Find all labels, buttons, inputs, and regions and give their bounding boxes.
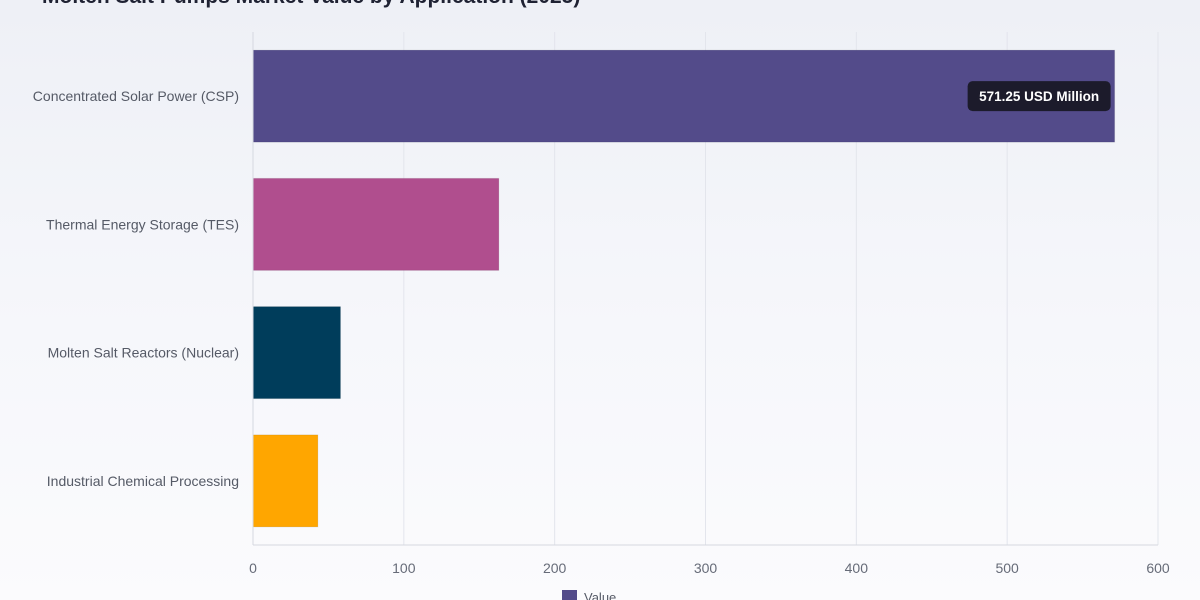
x-tick-label: 100	[392, 560, 416, 576]
x-tick-label: 0	[249, 560, 257, 576]
axes: 0 100 200 300 400 500 600	[249, 32, 1170, 576]
legend: Value	[562, 590, 616, 600]
category-label: Concentrated Solar Power (CSP)	[33, 88, 239, 104]
chart-title: Molten Salt Pumps Market Value by Applic…	[42, 0, 580, 8]
bar	[252, 434, 319, 528]
x-tick-label: 200	[543, 560, 567, 576]
tooltip: 571.25 USD Million	[967, 81, 1111, 112]
legend-label: Value	[584, 590, 616, 600]
bar	[252, 306, 341, 400]
category-label: Industrial Chemical Processing	[47, 473, 239, 489]
x-tick-label: 500	[995, 560, 1019, 576]
bars	[252, 49, 1116, 528]
tooltip-text: 571.25 USD Million	[979, 89, 1099, 104]
category-label: Thermal Energy Storage (TES)	[46, 216, 239, 232]
category-label: Molten Salt Reactors (Nuclear)	[48, 345, 239, 361]
tooltip-box	[967, 81, 1111, 112]
x-tick-label: 300	[694, 560, 718, 576]
bar	[252, 177, 500, 271]
x-tick-label: 400	[845, 560, 869, 576]
x-tick-label: 600	[1146, 560, 1170, 576]
legend-swatch	[562, 590, 577, 600]
category-labels: Concentrated Solar Power (CSP) Thermal En…	[33, 88, 239, 489]
